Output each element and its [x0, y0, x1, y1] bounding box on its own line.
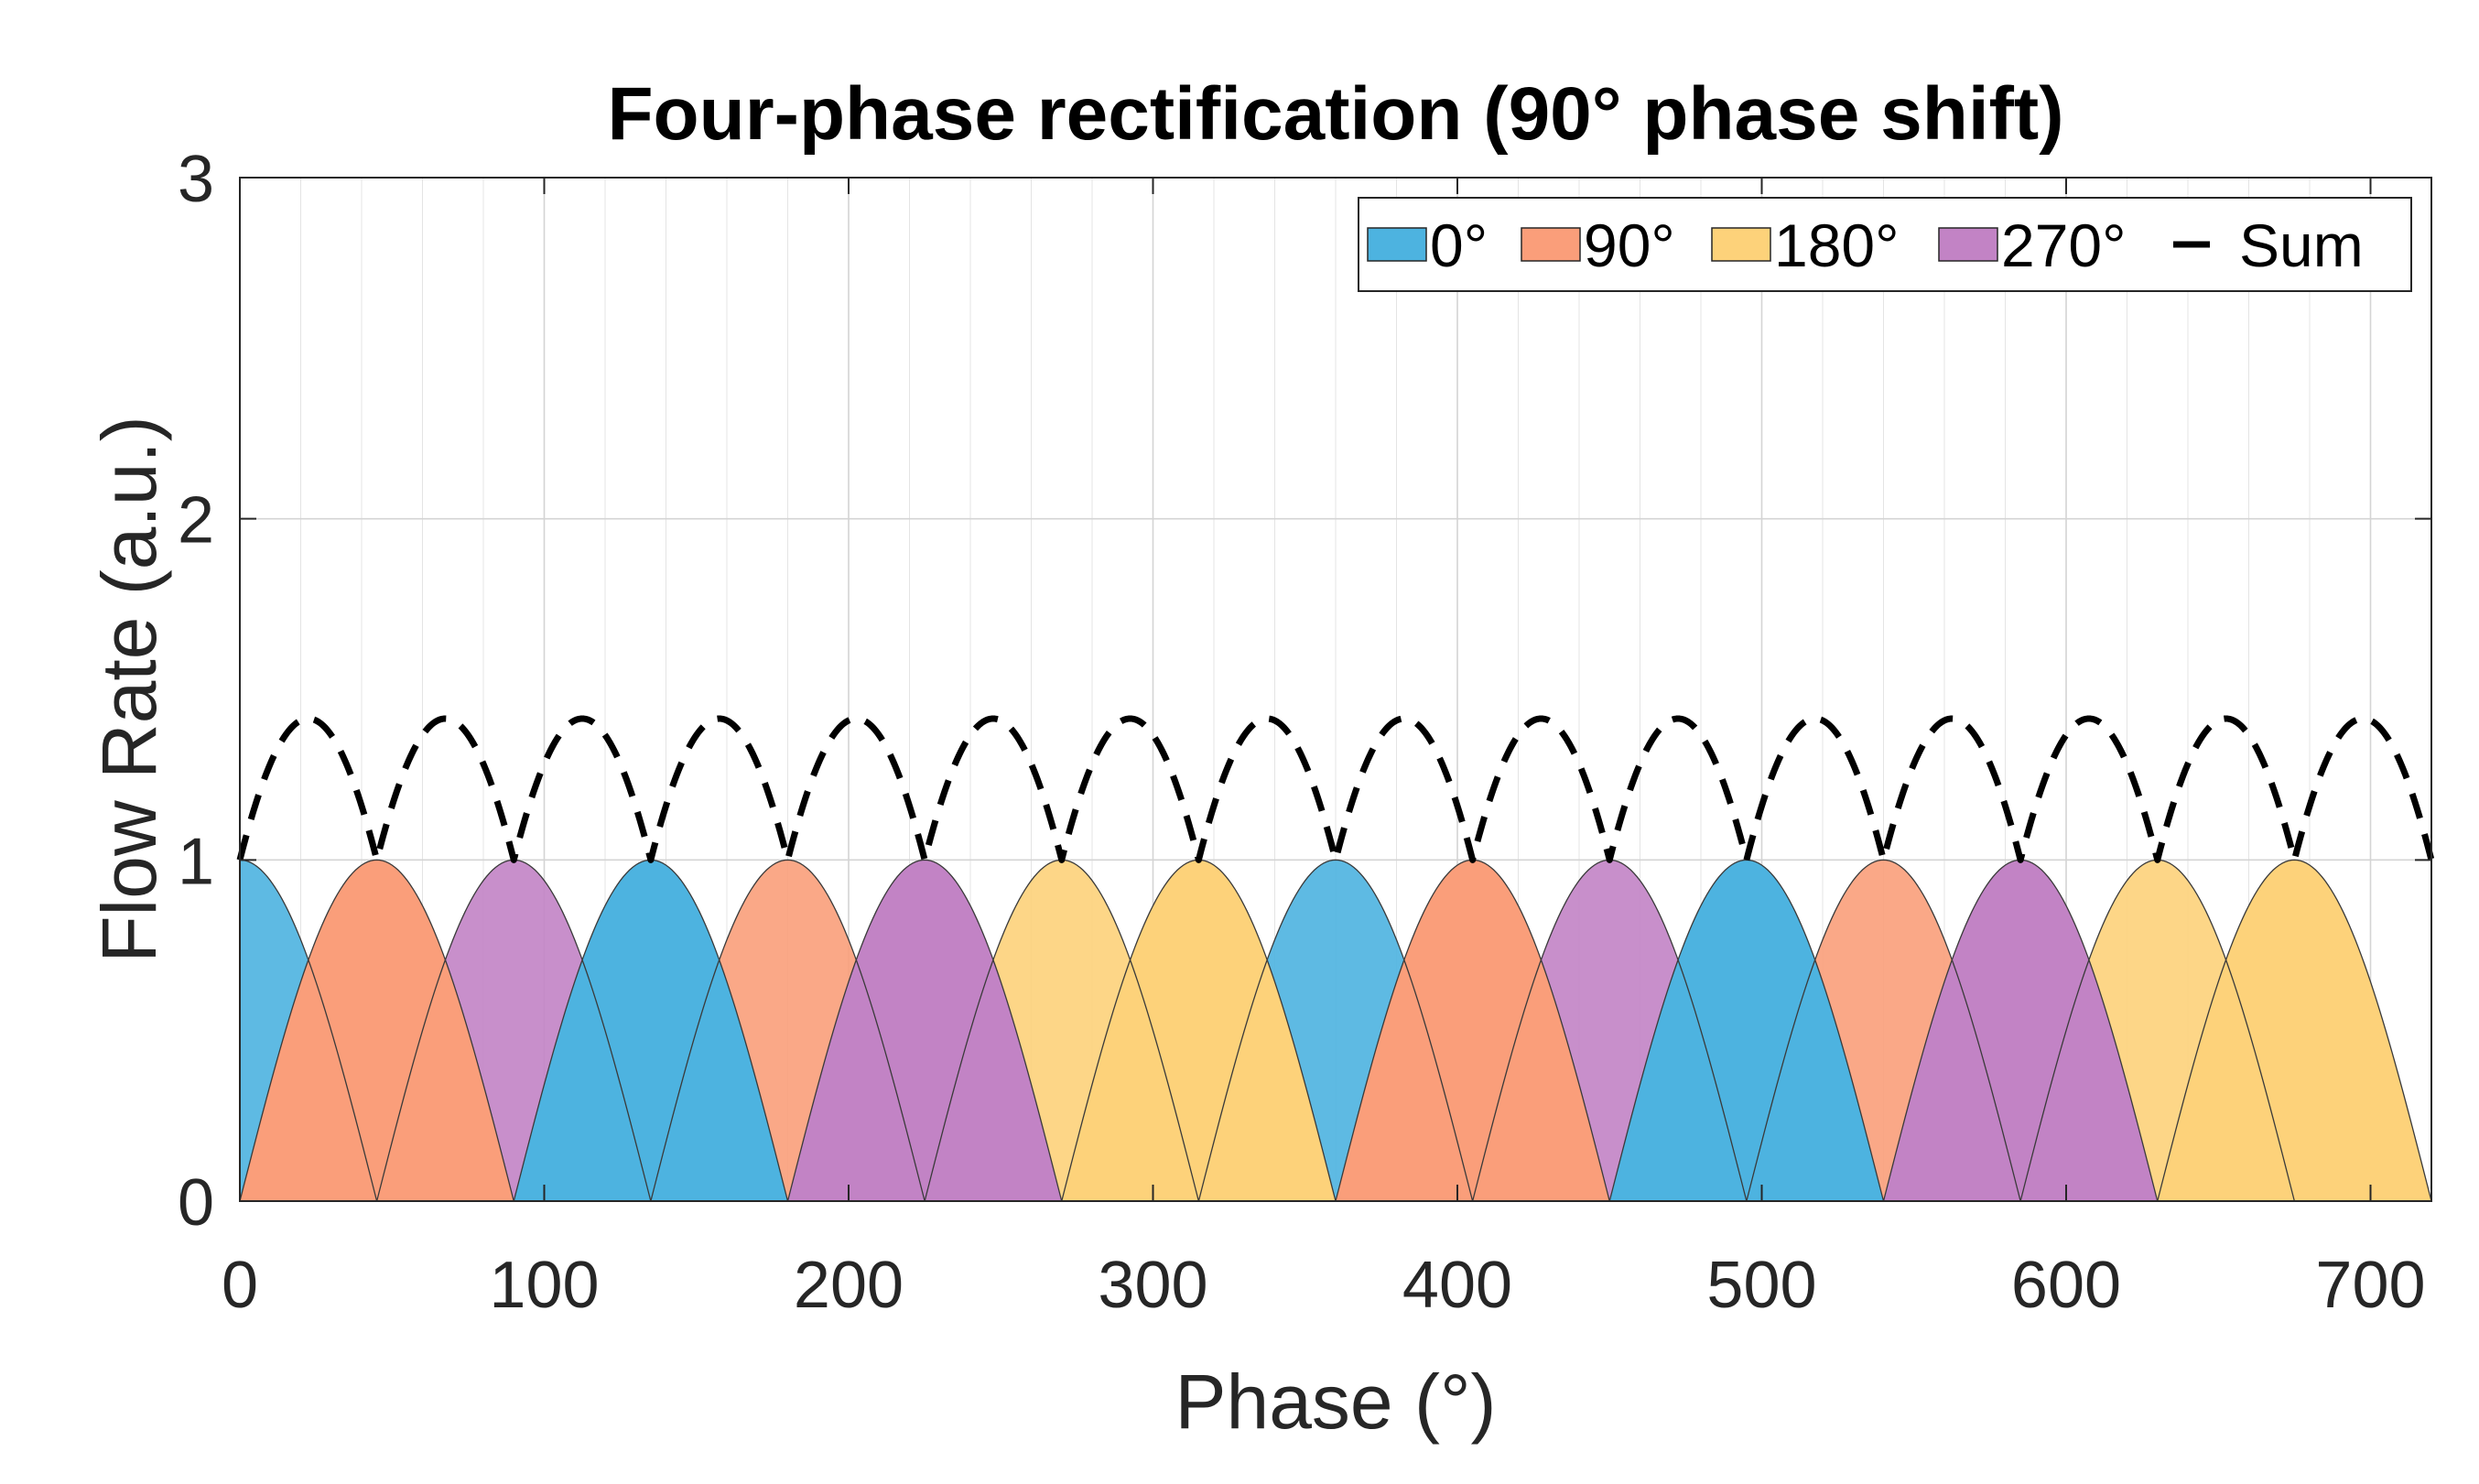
y-tick-label: 2	[178, 484, 214, 558]
y-tick-labels: 0 1 2 3	[178, 143, 214, 1240]
lobe-outline-90°	[1746, 859, 2021, 1202]
lobe-270°	[1883, 860, 2158, 1201]
plot-area-border	[239, 177, 2432, 1202]
x-tick-label: 300	[1098, 1249, 1207, 1322]
y-tick-label: 0	[178, 1166, 214, 1240]
chart-title: Four-phase rectification (90° phase shif…	[607, 72, 2063, 156]
y-tick-label: 3	[178, 143, 214, 216]
lobe-outline-180°	[2157, 859, 2432, 1202]
lobe-outline-270°	[786, 859, 1063, 1202]
lobe-270°	[787, 860, 1062, 1201]
x-tick-label: 400	[1402, 1249, 1512, 1322]
lobe-outline-90°	[650, 859, 926, 1202]
sum-series	[236, 715, 2435, 863]
legend-label-180°: 180°	[1774, 211, 1900, 279]
x-tick-label: 500	[1706, 1249, 1816, 1322]
legend-label-sum: Sum	[2239, 211, 2364, 279]
sum-line	[236, 715, 2435, 863]
x-tick-label: 700	[2315, 1249, 2425, 1322]
legend: 0° 90° 180° 270° Sum	[1358, 197, 2412, 292]
lobe-outline-0°	[1197, 859, 1474, 1202]
x-tick-labels: 0 100 200 300 400 500 600 700	[222, 1249, 2426, 1322]
x-tick-label: 600	[2011, 1249, 2121, 1322]
legend-label-90°: 90°	[1584, 211, 1675, 279]
lobe-outline-0°	[239, 859, 378, 1202]
x-tick-label: 200	[794, 1249, 904, 1322]
legend-swatch-90°	[1521, 227, 1581, 262]
lobe-outline-90°	[239, 859, 514, 1202]
legend-swatch-270°	[1938, 227, 1998, 262]
lobe-180°	[2157, 860, 2431, 1201]
lobe-0°	[1609, 860, 1884, 1201]
lobe-90°	[1336, 860, 1610, 1201]
lobe-90°	[240, 860, 514, 1201]
x-axis-label: Phase (°)	[1175, 1359, 1496, 1445]
lobe-0°	[514, 860, 788, 1201]
legend-label-0°: 0°	[1430, 211, 1488, 279]
legend-label-270°: 270°	[2001, 211, 2127, 279]
lobe-outline-0°	[1608, 859, 1885, 1202]
legend-swatch-0°	[1367, 227, 1427, 262]
x-tick-label: 0	[222, 1249, 258, 1322]
axis-ticks	[239, 177, 2431, 1202]
front-lobes	[240, 860, 2431, 1201]
x-tick-label: 100	[489, 1249, 599, 1322]
y-axis-label: Flow Rate (a.u.)	[86, 416, 172, 963]
lobe-180°	[1061, 860, 1336, 1201]
legend-swatch-180°	[1711, 227, 1771, 262]
y-tick-label: 1	[178, 825, 214, 898]
